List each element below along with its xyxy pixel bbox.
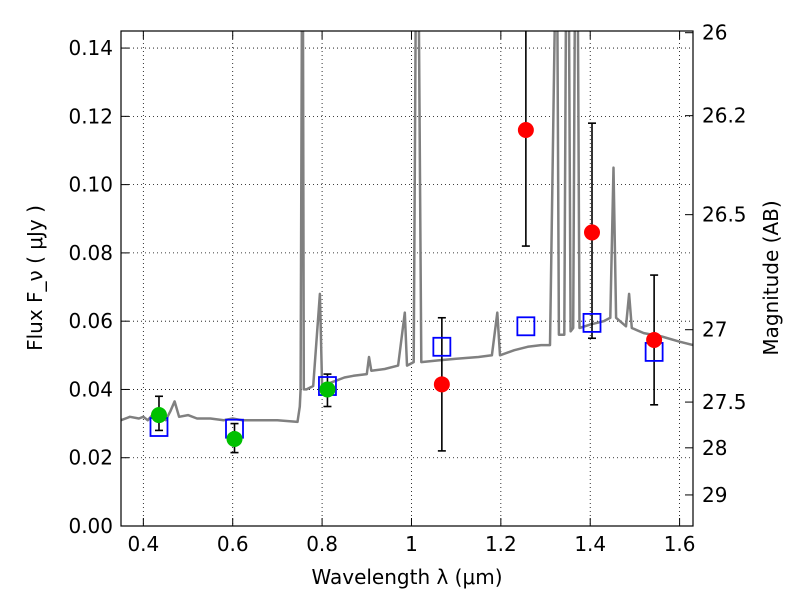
y-tick-label: 0.02 bbox=[68, 446, 113, 470]
x-tick-label: 0.6 bbox=[217, 532, 249, 556]
y-axis-label: Flux F_ν ( μJy ) bbox=[23, 205, 47, 351]
x-tick-label: 1.2 bbox=[485, 532, 517, 556]
model-flux-square bbox=[432, 336, 452, 357]
x-tick-label: 1.6 bbox=[664, 532, 696, 556]
y-tick-label: 0.12 bbox=[68, 104, 113, 128]
markers bbox=[149, 122, 664, 447]
magnitude-tick-label: 26.2 bbox=[702, 104, 747, 128]
ticks: 0.4 0.6 0.8 1 1.2 1.4 1.6 0.00 0.02 0.04 0.06 0.08 0… bbox=[68, 21, 746, 556]
magnitude-tick-label: 28 bbox=[702, 436, 727, 460]
plot-area bbox=[121, 31, 693, 424]
detection-point-green bbox=[226, 430, 243, 447]
detection-point-green bbox=[150, 407, 167, 424]
plot-frame bbox=[120, 30, 694, 527]
x-tick-label: 0.8 bbox=[306, 532, 338, 556]
magnitude-tick-label: 26 bbox=[702, 21, 727, 45]
detection-point-red bbox=[646, 331, 663, 348]
x-tick-label: 0.4 bbox=[127, 532, 159, 556]
y-tick-label: 0.10 bbox=[68, 173, 113, 197]
detection-point-red bbox=[517, 122, 534, 138]
y-tick-label: 0.06 bbox=[68, 309, 113, 333]
x-tick-label: 1.4 bbox=[574, 532, 606, 556]
x-tick-label: 1 bbox=[405, 532, 418, 556]
magnitude-tick-label: 29 bbox=[702, 483, 727, 507]
detection-point-red bbox=[433, 376, 450, 393]
y-tick-label: 0.00 bbox=[68, 514, 113, 538]
detection-point-green bbox=[319, 381, 336, 398]
y-tick-label: 0.08 bbox=[68, 241, 113, 265]
x-axis-label: Wavelength λ (μm) bbox=[311, 565, 502, 589]
magnitude-tick-label: 27.5 bbox=[702, 390, 747, 414]
detection-point-red bbox=[584, 224, 601, 241]
y-tick-label: 0.14 bbox=[68, 36, 113, 60]
right-axis-label: Magnitude (AB) bbox=[759, 200, 783, 355]
spectrum-line bbox=[121, 31, 693, 424]
magnitude-tick-label: 27 bbox=[702, 318, 727, 342]
error-bars bbox=[154, 31, 659, 454]
model-flux-square bbox=[582, 312, 602, 333]
grid bbox=[121, 31, 693, 527]
model-flux-square bbox=[516, 316, 536, 337]
magnitude-tick-label: 26.5 bbox=[702, 203, 747, 227]
y-tick-label: 0.04 bbox=[68, 377, 113, 401]
